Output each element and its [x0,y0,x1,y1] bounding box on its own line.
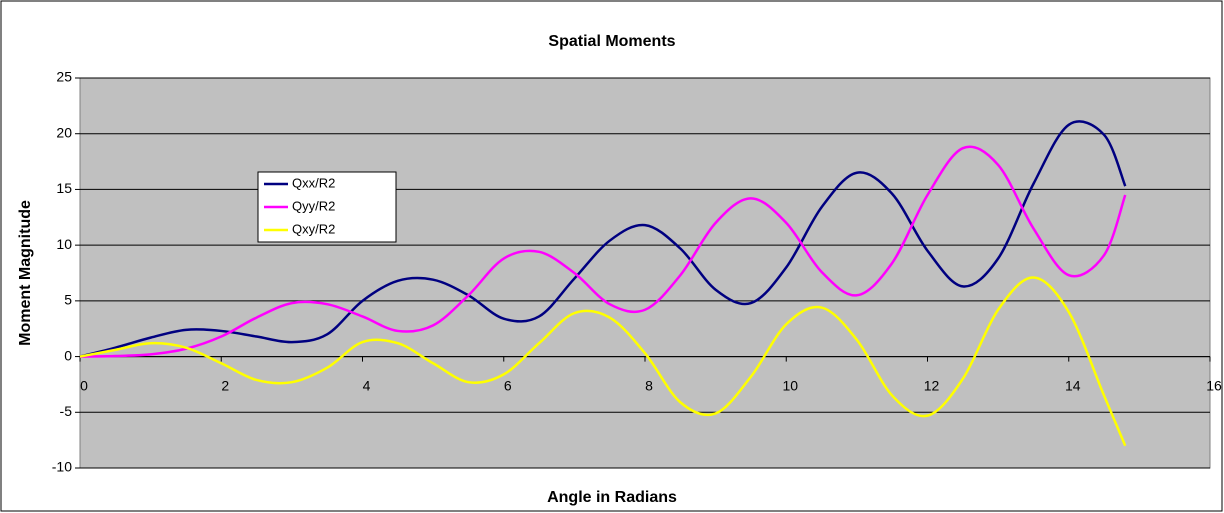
series-line [79,276,1127,447]
y-axis-label: Moment Magnitude [17,200,34,346]
legend-label: Qxy/R2 [292,221,335,236]
legend: Qxx/R2 Qyy/R2 Qxy/R2 [257,171,397,243]
x-axis-label: Angle in Radians [547,489,677,506]
x-tick-label: 12 [924,377,940,393]
chart-title: Spatial Moments [548,33,675,50]
plot-area [79,77,1211,469]
x-tick-label: 10 [782,377,798,393]
legend-label: Qyy/R2 [292,198,335,213]
y-tick-label: 0 [64,347,72,363]
y-tick-label: -10 [52,459,72,475]
x-tick-label: 14 [1065,377,1081,393]
x-tick-label: 4 [363,377,371,393]
x-tick-label: 6 [504,377,512,393]
y-tick-label: 10 [56,236,72,252]
y-tick-label: 15 [56,180,72,196]
y-tick-label: -5 [60,403,73,419]
legend-label: Qxx/R2 [292,175,335,190]
x-tick-label: 2 [221,377,229,393]
x-tick-label: 16 [1206,377,1222,393]
y-tick-label: 5 [64,292,72,308]
y-tick-label: 25 [56,69,72,85]
series-line [79,145,1127,358]
series-line [79,120,1127,358]
x-tick-label: 8 [645,377,653,393]
y-tick-label: 20 [56,124,72,140]
x-tick-label: 0 [80,377,88,393]
